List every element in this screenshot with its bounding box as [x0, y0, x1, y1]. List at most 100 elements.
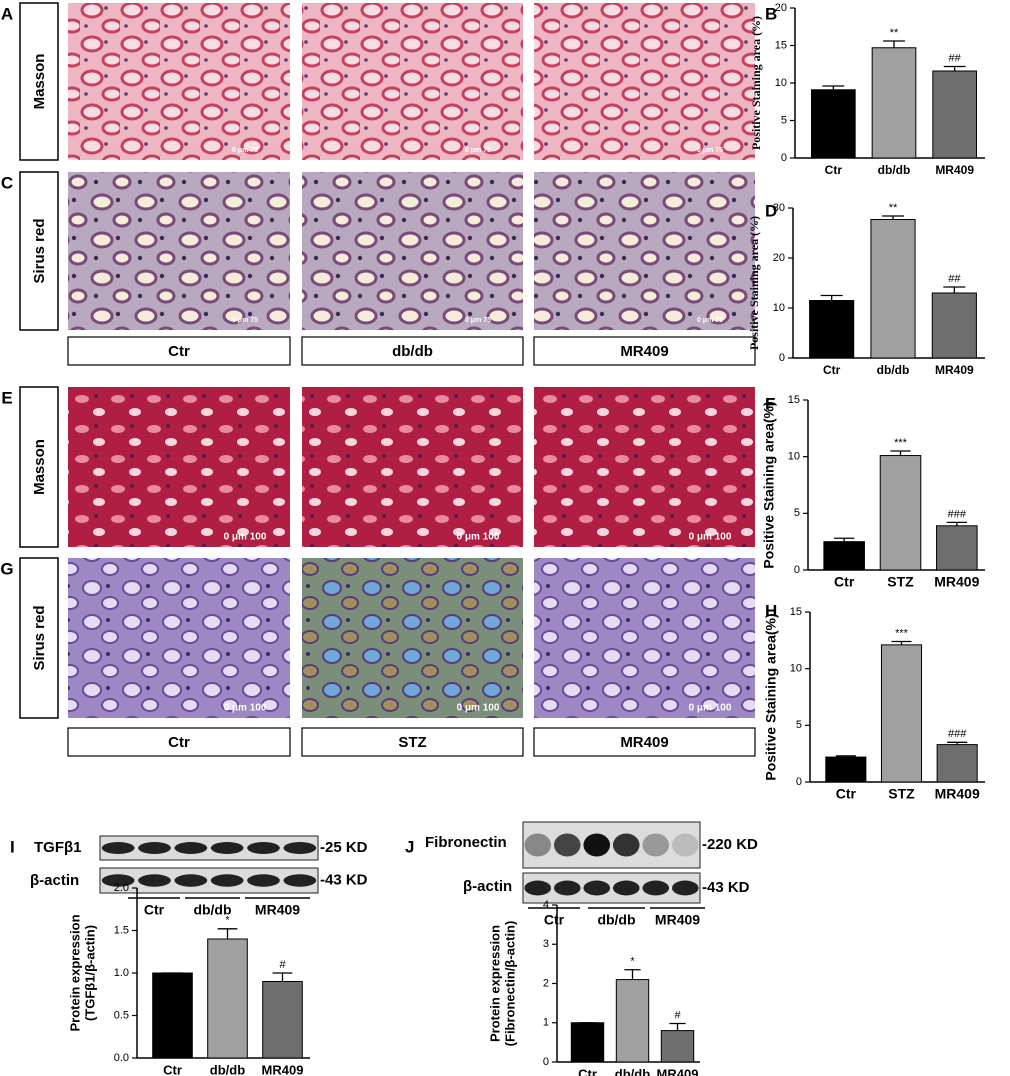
- histology-image: [68, 172, 290, 330]
- y-axis-label: Positive Staining area(%): [763, 613, 779, 780]
- y-tick-label: 0: [543, 1056, 549, 1068]
- bar: [823, 541, 865, 571]
- y-axis-label: Positive Staining area(%): [761, 401, 777, 568]
- panel-letter: J: [405, 837, 414, 856]
- histology-image: [68, 387, 290, 547]
- column-label: STZ: [398, 734, 426, 751]
- blot-band: [642, 880, 670, 896]
- bar: [660, 1030, 695, 1063]
- band-size: -25 KD: [320, 839, 368, 856]
- x-tick-label: Ctr: [163, 1062, 182, 1076]
- blot-band: [247, 874, 280, 887]
- y-tick-label: 15: [790, 606, 802, 618]
- histology-image: [534, 558, 755, 718]
- band-name: β-actin: [463, 878, 512, 895]
- panel-letter: A: [1, 4, 13, 23]
- row-label-box: [19, 171, 59, 331]
- bar: [880, 644, 923, 783]
- blot-band: [210, 874, 244, 887]
- y-tick-label: 5: [796, 719, 802, 731]
- column-label-box: [533, 727, 756, 757]
- significance: ***: [895, 627, 909, 639]
- x-tick-label: MR409: [935, 363, 974, 377]
- panel-letter: H: [765, 601, 777, 620]
- panel-letter: G: [0, 559, 13, 578]
- y-axis-label: Positive Staining area (%): [749, 16, 763, 150]
- histology-image: [534, 172, 755, 330]
- significance: **: [890, 27, 899, 39]
- column-label: MR409: [620, 343, 668, 360]
- x-tick-label: Ctr: [834, 574, 855, 590]
- y-tick-label: 2: [543, 977, 549, 989]
- blot-band: [583, 833, 611, 857]
- significance: **: [889, 202, 898, 214]
- x-tick-label: MR409: [262, 1062, 304, 1076]
- blot-band: [671, 880, 699, 896]
- scale-label: 0 μm 75: [465, 317, 491, 324]
- y-tick-label: 0: [794, 564, 800, 576]
- y-tick-label: 10: [775, 77, 787, 89]
- significance: ###: [948, 508, 967, 520]
- row-label-box: [19, 557, 59, 719]
- bar: [825, 756, 867, 783]
- histology-image: [302, 3, 523, 160]
- y-tick-label: 10: [790, 663, 802, 675]
- column-label: Ctr: [168, 343, 190, 360]
- y-tick-label: 0: [781, 152, 787, 164]
- blot-band: [174, 874, 208, 887]
- y-axis-label: Protein expression: [67, 914, 82, 1031]
- bar: [871, 47, 917, 159]
- y-tick-label: 1.0: [114, 967, 129, 979]
- blot-band: [101, 842, 135, 854]
- bar: [207, 938, 248, 1059]
- y-tick-label: 5: [794, 507, 800, 519]
- blot-band: [138, 874, 171, 887]
- blot-band: [101, 874, 135, 887]
- row-label-box: [19, 386, 59, 548]
- bar: [879, 455, 922, 571]
- row-label: Sirus red: [31, 218, 48, 283]
- scale-label: 0 μm 75: [697, 147, 723, 154]
- band-name: β-actin: [30, 872, 79, 889]
- x-tick-label: MR409: [935, 163, 974, 177]
- y-axis-label: (TGFβ1/β-actin): [82, 925, 97, 1021]
- bar: [809, 300, 855, 359]
- blot-band: [524, 880, 552, 896]
- group-label: Ctr: [544, 912, 565, 928]
- y-tick-label: 0: [796, 776, 802, 788]
- scale-label: 0 μm 75: [465, 147, 491, 154]
- bar: [936, 525, 978, 571]
- histology-image: [68, 3, 290, 160]
- bar: [570, 1022, 605, 1063]
- band-size: -43 KD: [320, 871, 368, 888]
- group-label: Ctr: [144, 902, 165, 918]
- significance: #: [674, 1009, 681, 1021]
- y-axis-label: (Fibronectin/β-actin): [502, 921, 517, 1047]
- blot-band: [247, 842, 280, 854]
- histology-image: [302, 172, 523, 330]
- significance: ##: [948, 273, 961, 285]
- scale-label: 0 μm 100: [224, 703, 267, 714]
- significance: *: [630, 956, 635, 968]
- group-label: db/db: [597, 912, 635, 928]
- row-label: Masson: [31, 54, 48, 110]
- blot-band: [524, 833, 552, 857]
- column-label-box: [533, 336, 756, 366]
- group-label: MR409: [255, 902, 300, 918]
- significance: *: [225, 915, 230, 927]
- x-tick-label: db/db: [210, 1062, 245, 1076]
- scale-label: 0 μm 100: [689, 703, 732, 714]
- significance: ##: [949, 52, 962, 64]
- y-tick-label: 1.5: [114, 924, 129, 936]
- y-axis-label: Protein expression: [487, 925, 502, 1042]
- x-tick-label: db/db: [878, 163, 911, 177]
- blot-band: [583, 880, 611, 896]
- histology-image: [534, 387, 755, 547]
- y-tick-label: 4: [543, 899, 549, 911]
- x-tick-label: db/db: [877, 363, 910, 377]
- blot-band: [138, 842, 171, 854]
- x-tick-label: Ctr: [825, 163, 843, 177]
- x-tick-label: MR409: [657, 1066, 699, 1076]
- row-label: Sirus red: [31, 605, 48, 670]
